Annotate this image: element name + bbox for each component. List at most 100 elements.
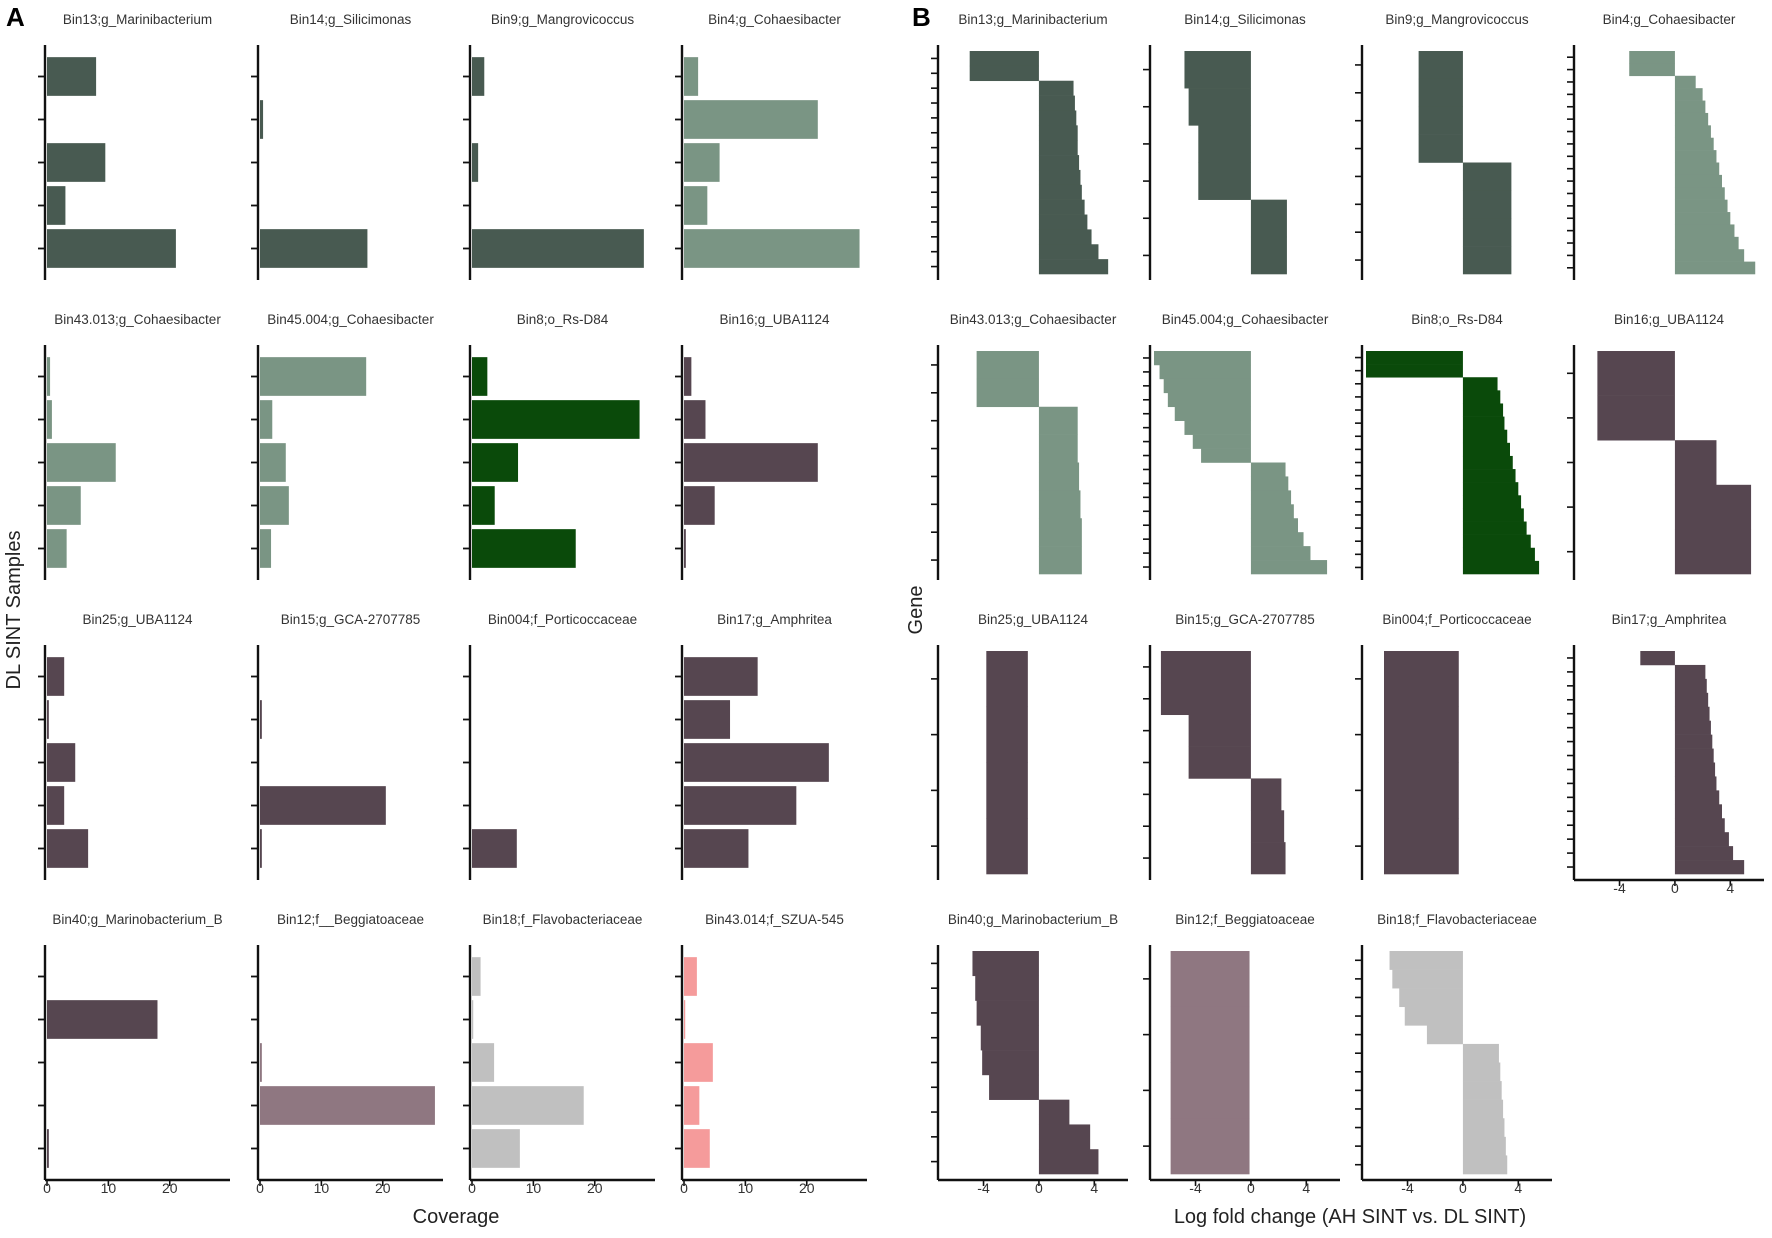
bar	[260, 700, 262, 739]
bar	[1674, 832, 1729, 847]
panel-a-y-axis-label: DL SINT Samples	[3, 531, 25, 690]
bar	[1250, 476, 1289, 491]
panel-a-x-axis-label: Coverage	[413, 1206, 500, 1228]
facet-a-4: Bin4;g_Cohaesibacter	[675, 12, 860, 280]
facet-b-title: Bin16;g_UBA1124	[1614, 312, 1725, 327]
facet-a-12: Bin17;g_Amphritea	[675, 612, 832, 880]
facet-a-title: Bin43.013;g_Cohaesibacter	[54, 312, 221, 327]
bar	[684, 100, 818, 139]
bar	[260, 1086, 435, 1125]
bar	[986, 818, 1028, 875]
x-tick-label: 20	[799, 1180, 815, 1196]
facet-a-title: Bin12;f__Beggiatoaceae	[277, 912, 424, 927]
bar	[1404, 1006, 1463, 1026]
panel-b: Bin13;g_Marinibacterium Bin14;g_Silicimon…	[931, 12, 1764, 1196]
bar	[47, 743, 76, 782]
bar	[1462, 1118, 1505, 1138]
facet-b-13: Bin40;g_Marinobacterium_B -4 0 4	[931, 912, 1128, 1196]
bar	[684, 357, 692, 396]
x-tick-label: 4	[1090, 1180, 1098, 1196]
facet-a-1: Bin13;g_Marinibacterium	[38, 12, 212, 280]
bar	[1250, 490, 1292, 505]
facet-a-7: Bin8;o_Rs-D84	[463, 312, 640, 580]
bar	[1250, 518, 1298, 533]
bar	[1597, 351, 1675, 396]
facet-b-title: Bin13;g_Marinibacterium	[958, 12, 1107, 27]
bar	[982, 1050, 1039, 1076]
bar	[1163, 378, 1251, 394]
bar	[1462, 246, 1512, 275]
facet-b-title: Bin14;g_Silicimonas	[1184, 12, 1306, 27]
bar	[1038, 406, 1078, 435]
facet-a-3: Bin9;g_Mangrovicoccus	[463, 12, 644, 280]
bar	[1399, 988, 1463, 1008]
bar	[986, 706, 1028, 763]
facet-b-10: Bin15;g_GCA-2707785	[1143, 612, 1315, 880]
bar	[472, 1129, 520, 1168]
bar	[684, 957, 697, 996]
bar	[1674, 137, 1714, 151]
x-tick-label: 4	[1514, 1180, 1522, 1196]
bar	[1462, 455, 1513, 470]
bar	[1250, 560, 1328, 575]
facet-a-title: Bin45.004;g_Cohaesibacter	[267, 312, 434, 327]
bar	[1462, 1155, 1508, 1175]
bar	[976, 351, 1039, 380]
bar	[260, 529, 272, 568]
bar	[472, 443, 519, 482]
facet-a-title: Bin4;g_Cohaesibacter	[708, 12, 841, 27]
bar	[1038, 518, 1082, 547]
bar	[472, 1043, 495, 1082]
bar	[684, 229, 860, 268]
x-tick-label: 0	[43, 1180, 51, 1196]
bar	[1250, 236, 1287, 275]
bar	[969, 65, 1039, 82]
panel-a: Bin13;g_Marinibacterium Bin14;g_Silicimon…	[38, 12, 867, 1196]
bar	[1674, 162, 1720, 176]
bar	[684, 186, 708, 225]
bar	[260, 229, 368, 268]
bar	[1674, 529, 1752, 575]
bar	[1640, 651, 1675, 666]
bar	[1038, 462, 1080, 491]
bar	[1038, 184, 1082, 200]
bar	[1174, 406, 1251, 421]
bar	[1462, 162, 1512, 191]
bar	[1462, 429, 1508, 444]
bar	[684, 143, 720, 182]
bar	[980, 1025, 1039, 1051]
bar	[472, 1086, 584, 1125]
bar	[1188, 746, 1251, 779]
x-tick-label: 20	[162, 1180, 178, 1196]
bar	[1674, 846, 1734, 861]
facet-a-title: Bin004;f_Porticoccaceae	[488, 612, 637, 627]
facet-b-14: Bin12;f_Beggiatoaceae -4 0 4	[1143, 912, 1340, 1196]
facet-b-title: Bin4;g_Cohaesibacter	[1603, 12, 1736, 27]
bar	[47, 357, 51, 396]
bar	[975, 975, 1039, 1001]
bar	[684, 1129, 710, 1168]
bar	[1462, 1099, 1504, 1119]
bar	[1462, 218, 1512, 247]
facet-b-title: Bin12;f_Beggiatoaceae	[1175, 912, 1315, 927]
bar	[1462, 560, 1540, 575]
bar	[1038, 490, 1081, 519]
facet-b-8: Bin16;g_UBA1124	[1567, 312, 1752, 580]
x-tick-label: 10	[314, 1180, 330, 1196]
bar	[1170, 951, 1250, 1008]
x-tick-label: 0	[1459, 1180, 1467, 1196]
facet-a-16: Bin43.014;f_SZUA-545 0 10 20	[675, 912, 867, 1196]
bar	[1192, 434, 1251, 449]
bar	[472, 1000, 474, 1039]
bar	[47, 829, 89, 868]
x-tick-label: 0	[468, 1180, 476, 1196]
bar	[969, 51, 1039, 67]
bar	[1250, 199, 1287, 238]
facet-a-title: Bin17;g_Amphritea	[717, 612, 832, 627]
x-tick-label: -4	[1613, 880, 1626, 896]
bar	[1198, 162, 1251, 200]
x-tick-label: 0	[1247, 1180, 1255, 1196]
bar	[1674, 804, 1722, 819]
bar	[1674, 720, 1711, 735]
bar	[1198, 125, 1251, 163]
